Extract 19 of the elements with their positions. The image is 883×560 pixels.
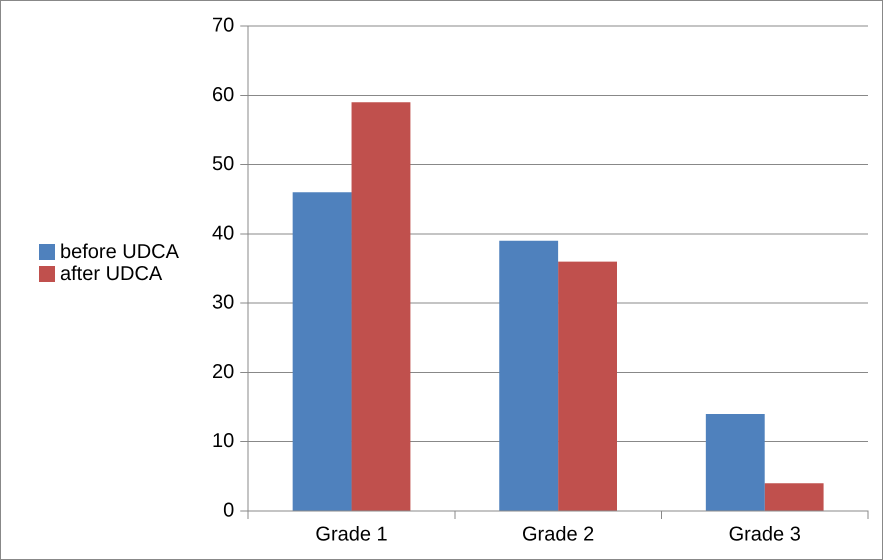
legend-label: before UDCA [60, 241, 180, 263]
y-tick-label: 10 [212, 430, 234, 452]
bar [499, 240, 558, 510]
y-tick-label: 60 [212, 84, 234, 106]
y-tick-label: 30 [212, 292, 234, 314]
y-tick-label: 20 [212, 360, 234, 383]
x-tick-label: Grade 2 [522, 524, 594, 546]
bar [558, 262, 617, 510]
x-tick-label: Grade 3 [728, 524, 801, 546]
y-tick-label: 70 [212, 14, 234, 37]
y-tick-label: 50 [212, 153, 234, 176]
legend-label: after UDCA [60, 263, 164, 285]
x-tick-label: Grade 1 [315, 524, 388, 546]
bar [352, 102, 410, 510]
y-tick-label: 40 [212, 222, 234, 244]
y-tick-label: 0 [223, 500, 234, 522]
bar [292, 192, 352, 510]
bar [706, 414, 765, 510]
bar [764, 483, 824, 510]
